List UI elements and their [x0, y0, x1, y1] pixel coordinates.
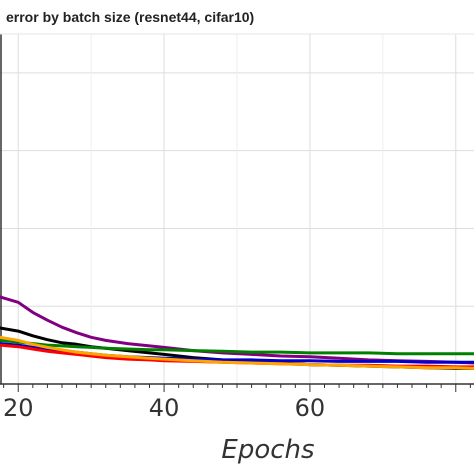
x-tick-label: 20	[3, 394, 34, 422]
x-tick-labels: 20 40 60	[3, 394, 325, 422]
series-lines	[0, 295, 474, 370]
grid-lines	[0, 34, 474, 384]
x-axis-label: Epochs	[221, 435, 314, 465]
x-tick-label: 40	[149, 394, 180, 422]
chart-title: error by batch size (resnet44, cifar10)	[6, 9, 254, 25]
series-line	[0, 335, 474, 370]
x-tick-label: 60	[295, 394, 326, 422]
axes	[0, 33, 474, 392]
series-line	[0, 338, 474, 356]
